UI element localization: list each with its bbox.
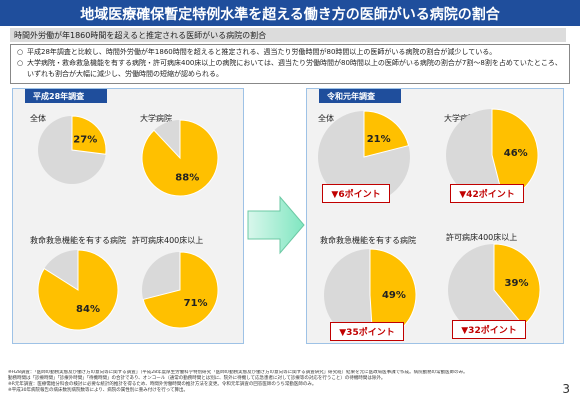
- subtitle: 時間外労働が年1860時間を超えると推定される医師がいる病院の割合: [10, 28, 566, 42]
- footnote: ※平成30年病院報告の病床数別病院数等により、病院の属性別に重み付けを行って算出…: [8, 388, 188, 393]
- pie-slice-value: [37, 249, 119, 331]
- page-number: 3: [562, 382, 570, 396]
- pie-chart: 49%: [324, 248, 417, 342]
- pie-title: 大学病院: [140, 114, 172, 123]
- pie-value-label: 49%: [382, 290, 406, 301]
- footnote: 勤務時間は「診療時間」「診療外時間」「待機時間」の合計であり、オンコール（通常の…: [8, 376, 386, 381]
- title-bar: 地域医療確保暫定特例水準を超える働き方の医師がいる病院の割合: [0, 0, 580, 26]
- pie-title: 救命救急機能を有する病院: [320, 236, 416, 245]
- change-badge: ▼6ポイント: [322, 184, 390, 203]
- pie-chart: 21%: [318, 110, 410, 203]
- pie-chart: 88%: [141, 119, 219, 197]
- pie-value-label: 88%: [175, 172, 199, 183]
- pie-chart: 46%: [446, 108, 539, 201]
- pie-title: 許可病床400床以上: [132, 236, 204, 245]
- pie-slice-value: [363, 110, 410, 158]
- pie-title: 救命救急機能を有する病院: [30, 236, 126, 245]
- pie-value-label: 46%: [504, 148, 528, 159]
- pie-slice-value: [493, 243, 541, 327]
- pie-title: 全体: [30, 114, 46, 123]
- panel-h28-title: 平成28年調査: [25, 89, 107, 103]
- pie-title: 大学病院: [444, 114, 476, 123]
- pie-value-label: 39%: [505, 278, 529, 289]
- footnotes: ※H28調査：「医師の勤務実態及び働き方の意向等に関する調査」（平成28年度厚生…: [8, 370, 556, 400]
- change-badge: ▼42ポイント: [450, 184, 524, 203]
- pie-value-label: 84%: [76, 304, 100, 315]
- footnote: ※H28調査：「医師の勤務実態及び働き方の意向等に関する調査」（平成28年度厚生…: [8, 370, 468, 375]
- pie-value-label: 71%: [184, 298, 208, 309]
- pie-slice-value: [141, 119, 219, 197]
- right-arrow-icon: [247, 195, 305, 255]
- pie-title: 全体: [318, 114, 334, 123]
- change-badge: ▼32ポイント: [452, 320, 526, 339]
- footnote: ※R元年調査：医療需給分科会の検討に必要な統計的推計を得るため、時間外労働時間の…: [8, 382, 317, 387]
- pie-chart: 84%: [37, 249, 119, 331]
- pie-slice-value: [142, 251, 219, 329]
- pie-chart: 39%: [448, 243, 541, 336]
- pie-chart: 27%: [38, 115, 107, 184]
- summary-box: ○ 平成28年調査と比較し、時間外労働が年1860時間を超えると推定される、週当た…: [10, 44, 570, 84]
- change-badge: ▼35ポイント: [330, 322, 404, 341]
- circle-bullet-icon: ○: [17, 59, 24, 67]
- panel-r1-title: 令和元年調査: [319, 89, 401, 103]
- pie-chart: 71%: [142, 251, 219, 329]
- pie-value-label: 27%: [73, 134, 97, 145]
- pie-value-label: 21%: [367, 134, 391, 145]
- summary-item: ○ 大学病院・救命救急機能を有する病院・許可病床400床以上の病院においては、週当…: [17, 59, 562, 78]
- pie-title: 許可病床400床以上: [446, 233, 518, 242]
- circle-bullet-icon: ○: [17, 48, 24, 56]
- pie-slice-value: [71, 115, 107, 155]
- summary-item: ○ 平成28年調査と比較し、時間外労働が年1860時間を超えると推定される、週当た…: [17, 48, 497, 56]
- page-title: 地域医療確保暫定特例水準を超える働き方の医師がいる病院の割合: [80, 7, 500, 23]
